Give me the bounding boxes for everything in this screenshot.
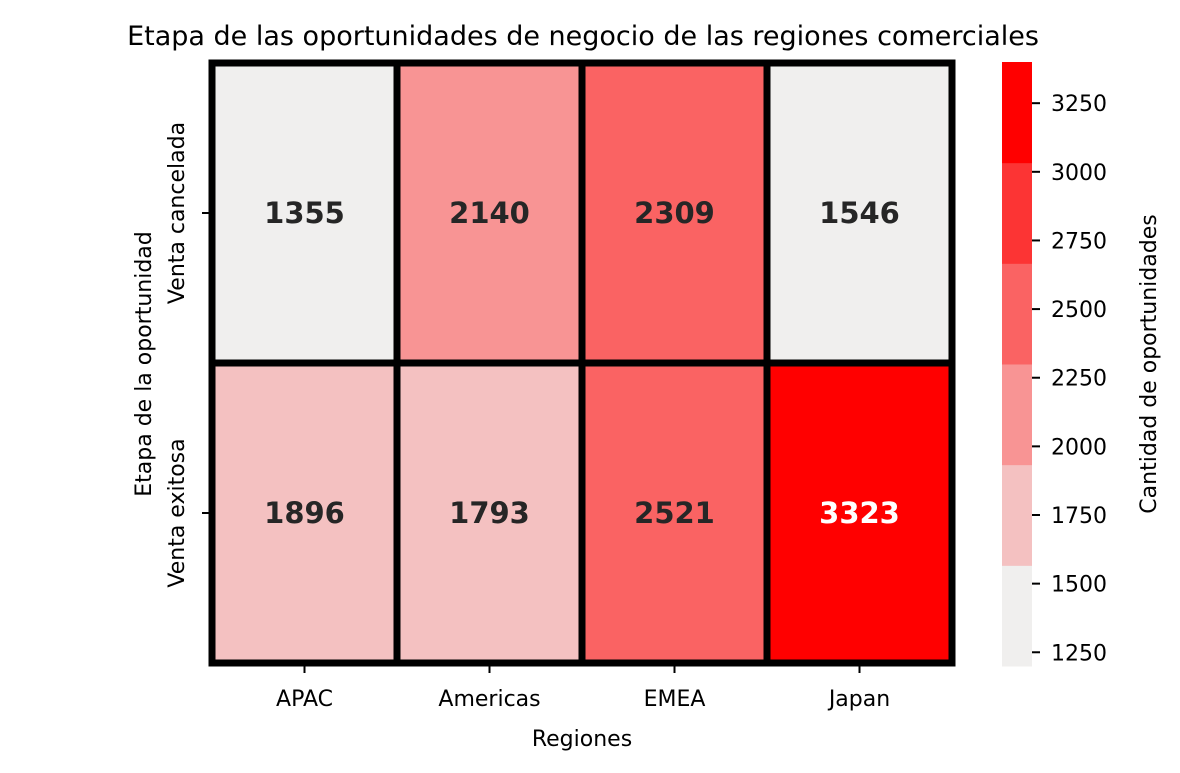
colorbar-tick-label: 2500 xyxy=(1051,298,1107,323)
x-tick-label: Americas xyxy=(438,687,540,712)
colorbar-tick-label: 2250 xyxy=(1051,367,1107,392)
cell-value-label: 1546 xyxy=(819,196,900,230)
plot-frame xyxy=(210,61,954,665)
colorbar-tick-label: 3000 xyxy=(1051,161,1107,186)
heatmap-cell xyxy=(763,359,956,667)
colorbar-segment xyxy=(1002,364,1032,466)
cell-value-label: 1793 xyxy=(449,496,530,530)
x-axis-ticks: APAC Americas EMEA Japan xyxy=(276,663,890,712)
colorbar-segment xyxy=(1002,162,1032,264)
colorbar-segment xyxy=(1002,565,1032,667)
chart-title: Etapa de las oportunidades de negocio de… xyxy=(127,21,1039,52)
colorbar-tick-label: 1250 xyxy=(1051,641,1107,666)
colorbar: 1250 1500 1750 2000 2250 2500 2750 3000 3250 xyxy=(1002,62,1107,667)
x-tick-label: EMEA xyxy=(644,687,706,712)
colorbar-tick-label: 1750 xyxy=(1051,504,1107,529)
colorbar-label: Cantidad de oportunidades xyxy=(1137,214,1162,513)
colorbar-tick-label: 1500 xyxy=(1051,573,1107,598)
colorbar-tick-label: 3250 xyxy=(1051,92,1107,117)
y-tick-label: Venta cancelada xyxy=(165,122,190,304)
colorbar-tick-label: 2750 xyxy=(1051,229,1107,254)
colorbar-segment xyxy=(1002,464,1032,566)
heatmap-cell xyxy=(393,359,586,667)
cell-value-label: 2521 xyxy=(634,496,715,530)
cell-value-label: 1355 xyxy=(264,196,345,230)
x-axis-label: Regiones xyxy=(532,727,632,752)
cell-value-label: 1896 xyxy=(264,496,345,530)
cell-value-label: 2309 xyxy=(634,196,715,230)
y-axis-label: Etapa de la oportunidad xyxy=(132,231,157,497)
colorbar-tick-label: 2000 xyxy=(1051,435,1107,460)
cell-value-label: 3323 xyxy=(819,496,900,530)
x-tick-label: Japan xyxy=(827,687,890,712)
colorbar-segment xyxy=(1002,62,1032,164)
colorbar-segment xyxy=(1002,263,1032,365)
cell-value-label: 2140 xyxy=(449,196,530,230)
heatmap-cell xyxy=(393,59,586,367)
heatmap-cells: 1355 2140 2309 1546 1896 1793 2521 3323 xyxy=(208,59,956,667)
x-tick-label: APAC xyxy=(276,687,333,712)
y-tick-label: Venta exitosa xyxy=(165,438,190,587)
y-axis-ticks: Venta cancelada Venta exitosa xyxy=(165,122,212,588)
